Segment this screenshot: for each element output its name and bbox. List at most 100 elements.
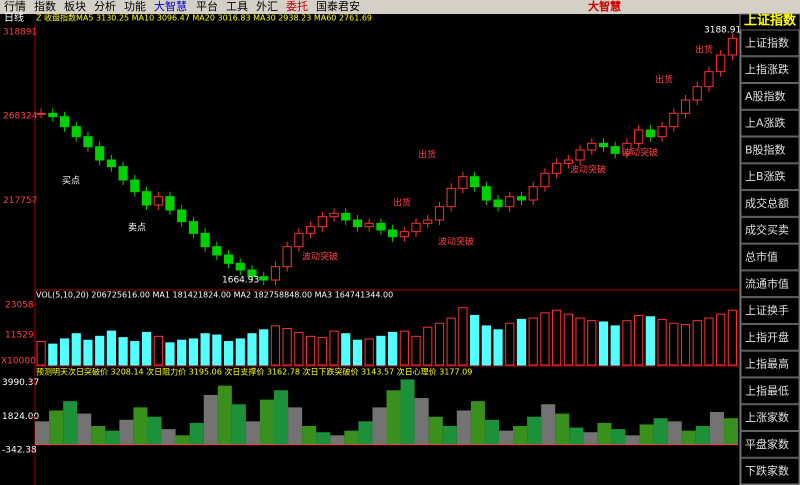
sidebar-button[interactable] bbox=[740, 190, 800, 217]
sidebar-button[interactable] bbox=[740, 216, 800, 244]
volume-unit: X10000 bbox=[1, 357, 36, 367]
sidebar-button-label[interactable]: A股指数 bbox=[745, 89, 786, 103]
indicator-bar bbox=[428, 416, 443, 445]
volume-bar bbox=[177, 339, 187, 366]
sidebar-button[interactable] bbox=[740, 136, 800, 164]
candle bbox=[71, 126, 81, 138]
volume-bar bbox=[727, 309, 737, 366]
candle bbox=[200, 232, 210, 248]
sidebar-button-label[interactable]: 上指开盘 bbox=[745, 330, 789, 344]
menu-item[interactable]: 大智慧 bbox=[154, 0, 187, 13]
volume-bar bbox=[329, 330, 339, 366]
volume-bar bbox=[200, 333, 210, 366]
menu-item[interactable]: 功能 bbox=[124, 0, 146, 13]
indicator-bar bbox=[175, 435, 190, 445]
indicator-bar bbox=[541, 404, 556, 445]
sidebar-button[interactable] bbox=[740, 430, 800, 458]
indicator-bar bbox=[695, 426, 710, 445]
indicator-bar bbox=[217, 385, 232, 445]
sidebar-button[interactable] bbox=[740, 83, 800, 110]
y-tick-label: -342.38 bbox=[2, 445, 37, 455]
volume-bar bbox=[247, 333, 257, 366]
sidebar-button-label[interactable]: 下跌家数 bbox=[745, 464, 789, 478]
indicator-bar bbox=[513, 426, 528, 445]
candle bbox=[106, 159, 117, 168]
candle bbox=[294, 232, 304, 248]
sidebar-button-label[interactable]: B股指数 bbox=[745, 142, 786, 156]
candle bbox=[118, 166, 128, 181]
sidebar-button[interactable] bbox=[740, 163, 800, 191]
menu-item[interactable]: 工具 bbox=[226, 0, 248, 13]
candle bbox=[352, 219, 363, 228]
indicator-bar bbox=[63, 401, 78, 445]
candle bbox=[247, 269, 257, 278]
indicator-bar bbox=[77, 413, 92, 445]
candle bbox=[645, 129, 655, 138]
annotation: 3188.91 bbox=[704, 26, 741, 36]
candle bbox=[305, 226, 316, 234]
indicator-bar bbox=[583, 432, 598, 445]
menu-item[interactable]: 指数 bbox=[34, 0, 56, 13]
sidebar-button-label[interactable]: 上指最高 bbox=[745, 357, 789, 371]
volume-bar bbox=[36, 341, 46, 366]
menu-item[interactable]: 外汇 bbox=[256, 0, 278, 13]
sidebar-button[interactable] bbox=[740, 377, 800, 405]
menu-item[interactable]: 分析 bbox=[94, 0, 116, 13]
menu-item[interactable]: 国泰君安 bbox=[316, 0, 360, 13]
sidebar-button[interactable] bbox=[740, 109, 800, 137]
sidebar-button-label[interactable]: 上证指数 bbox=[745, 35, 789, 49]
volume-bar bbox=[294, 331, 304, 366]
indicator-bar bbox=[203, 394, 218, 445]
volume-bar bbox=[610, 325, 620, 366]
sidebar-button-label[interactable]: 总市值 bbox=[745, 250, 778, 264]
sidebar-button[interactable] bbox=[740, 404, 800, 431]
volume-bar bbox=[223, 341, 234, 366]
sidebar-button[interactable] bbox=[740, 350, 800, 378]
candle bbox=[212, 246, 222, 256]
volume-bar bbox=[259, 329, 269, 366]
sidebar-button-label[interactable]: 上B涨跌 bbox=[745, 169, 786, 183]
sidebar-button-label[interactable]: 上涨家数 bbox=[745, 410, 789, 424]
candle bbox=[610, 146, 620, 154]
menu-item[interactable]: 平台 bbox=[196, 0, 218, 13]
sidebar-button-label[interactable]: 上A涨跌 bbox=[745, 116, 786, 130]
candle bbox=[36, 112, 46, 115]
sidebar-button-label[interactable]: 流通市值 bbox=[745, 276, 789, 290]
candle bbox=[165, 196, 175, 211]
sidebar-button[interactable] bbox=[740, 457, 800, 485]
annotation: 出货 bbox=[418, 149, 436, 161]
indicator-bar bbox=[288, 407, 303, 445]
sidebar-button-label[interactable]: 上证换手 bbox=[745, 303, 789, 317]
volume-bar bbox=[282, 328, 292, 366]
sidebar-button[interactable] bbox=[740, 323, 800, 351]
candle bbox=[528, 186, 538, 201]
sidebar-button-label[interactable]: 上指最低 bbox=[745, 383, 789, 397]
indicator-bar bbox=[611, 429, 626, 445]
sidebar-button-label[interactable]: 上指涨跌 bbox=[745, 62, 789, 76]
period-label: 日线 bbox=[4, 11, 24, 24]
sidebar-button[interactable] bbox=[740, 297, 800, 324]
indicator-bar bbox=[330, 435, 345, 445]
indicator-bar bbox=[555, 413, 570, 445]
indicator-bar bbox=[91, 426, 106, 445]
volume-bar bbox=[270, 325, 281, 366]
candle bbox=[587, 142, 597, 151]
sidebar-button-label[interactable]: 平盘家数 bbox=[745, 437, 789, 451]
sidebar-button[interactable] bbox=[740, 270, 800, 298]
sidebar-button-label[interactable]: 成交买卖 bbox=[745, 223, 789, 237]
indicator-bar bbox=[498, 430, 514, 445]
candle bbox=[540, 172, 550, 188]
candle bbox=[364, 222, 374, 228]
volume-bar bbox=[141, 331, 152, 366]
menu-item[interactable]: 委托 bbox=[286, 0, 308, 13]
sidebar-button[interactable] bbox=[740, 29, 800, 57]
menu-item[interactable]: 板块 bbox=[64, 0, 86, 13]
menu-item[interactable]: 行情 bbox=[4, 0, 26, 13]
candle bbox=[188, 221, 199, 234]
sidebar-button[interactable] bbox=[740, 56, 800, 84]
indicator-bar bbox=[245, 421, 260, 445]
sidebar-button[interactable] bbox=[740, 243, 800, 271]
sidebar-button-label[interactable]: 成交总额 bbox=[745, 196, 789, 210]
